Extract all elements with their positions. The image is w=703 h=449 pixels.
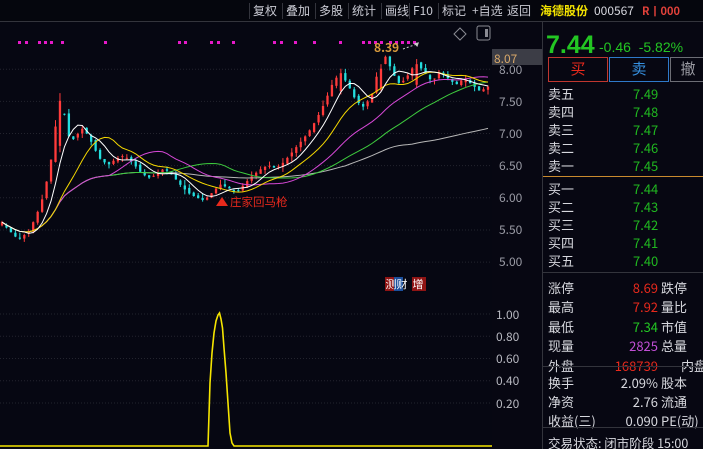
svg-text:增: 增: [413, 276, 424, 292]
svg-text:8.39: 8.39: [374, 39, 399, 56]
svg-text:测财: 测财: [386, 276, 408, 292]
svg-text:庄家回马枪: 庄家回马枪: [230, 194, 288, 210]
